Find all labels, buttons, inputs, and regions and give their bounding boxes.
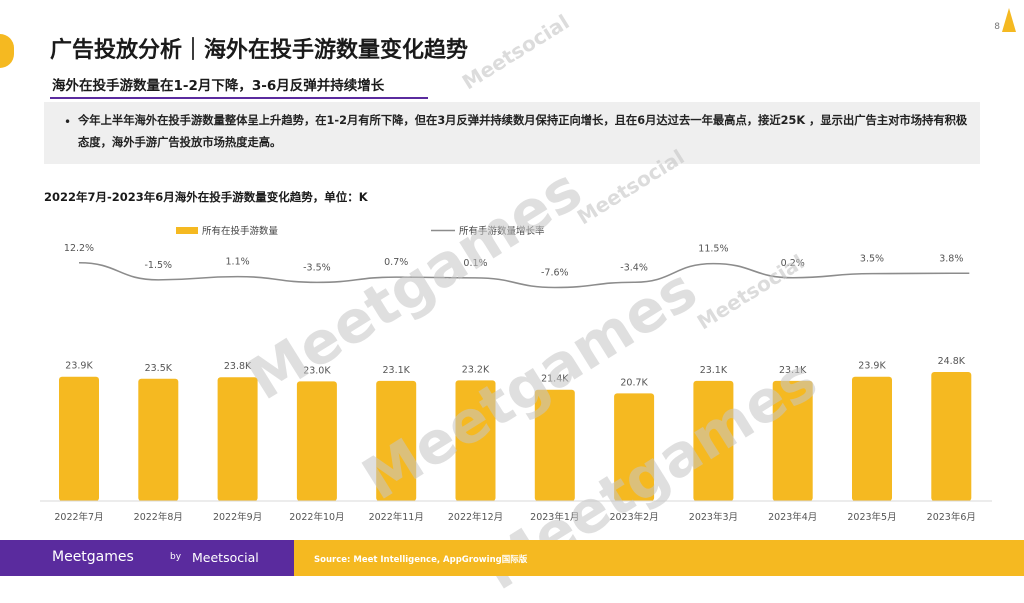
x-tick-label: 2022年10月 xyxy=(289,511,344,523)
bar-mark xyxy=(852,376,892,501)
summary-text: 今年上半年海外在投手游数量整体呈上升趋势，在1-2月有所下降，但在3月反弹并持续… xyxy=(78,114,968,149)
bar-value-label: 20.7K xyxy=(620,377,648,388)
page-number: 8 xyxy=(994,22,1000,32)
legend-label-bars: 所有在投手游数量 xyxy=(202,225,279,237)
bar-value-label: 23.9K xyxy=(858,361,886,372)
x-tick-label: 2022年9月 xyxy=(213,511,262,523)
bar-value-label: 21.4K xyxy=(541,374,569,385)
source-note: Source: Meet Intelligence, AppGrowing国际版 xyxy=(314,555,528,565)
bar-series: 23.9K 23.5K 23.8K 23.0K 23.1K 23.2K 21.4K 20.7K… xyxy=(59,356,972,501)
bar-mark xyxy=(376,380,417,501)
corner-logo-icon xyxy=(1002,8,1016,32)
growth-rate-label: 3.5% xyxy=(860,254,884,265)
growth-rate-label: -3.4% xyxy=(620,262,648,273)
x-tick-label: 2023年5月 xyxy=(847,511,896,523)
chart-legend: 所有在投手游数量 所有手游数量增长率 xyxy=(176,225,545,237)
section-subtitle: 海外在投手游数量在1-2月下降，3-6月反弹并持续增长 xyxy=(52,78,385,94)
bar-value-label: 23.1K xyxy=(779,365,807,376)
bar-mark xyxy=(217,377,258,501)
x-tick-label: 2023年2月 xyxy=(609,511,658,523)
x-tick-label: 2023年1月 xyxy=(530,511,579,523)
brand-by-text: by xyxy=(170,552,182,562)
bar-value-label: 23.1K xyxy=(383,365,411,376)
bar-value-label: 24.8K xyxy=(938,356,966,367)
bar-mark xyxy=(772,380,813,501)
bar-mark xyxy=(534,389,575,501)
page-title: 广告投放分析｜海外在投手游数量变化趋势 xyxy=(50,38,469,63)
bar-value-label: 23.1K xyxy=(700,365,728,376)
legend-bar-swatch xyxy=(176,227,198,234)
chart-heading: 2022年7月-2023年6月海外在投手游数量变化趋势，单位：K xyxy=(44,190,368,204)
x-tick-label: 2022年8月 xyxy=(134,511,183,523)
trend-chart: 所有在投手游数量 所有手游数量增长率 12.2% -1.5% 1.1% -3.5% 0.7… xyxy=(40,225,992,523)
growth-rate-label: 1.1% xyxy=(226,257,250,268)
summary-box: • 今年上半年海外在投手游数量整体呈上升趋势，在1-2月有所下降，但在3月反弹并… xyxy=(44,102,980,164)
bar-mark xyxy=(931,372,972,501)
bar-mark xyxy=(693,380,734,501)
x-tick-label: 2023年4月 xyxy=(768,511,817,523)
growth-rate-label: 0.1% xyxy=(463,258,487,269)
growth-rate-line: 12.2% -1.5% 1.1% -3.5% 0.7% 0.1% -7.6% -3.4% 11.… xyxy=(64,243,970,289)
x-tick-label: 2023年3月 xyxy=(689,511,738,523)
bar-mark xyxy=(138,378,179,501)
growth-rate-label: -1.5% xyxy=(145,260,173,271)
meetsocial-logo: Meetsocial xyxy=(192,550,259,565)
x-tick-label: 2023年6月 xyxy=(927,511,976,523)
meetgames-logo: Meetgames xyxy=(52,549,134,565)
bar-mark xyxy=(614,393,655,501)
footer-source-bar xyxy=(294,540,1024,576)
x-axis-labels: 2022年7月 2022年8月 2022年9月 2022年10月 2022年11月 202… xyxy=(54,511,976,523)
bar-value-label: 23.5K xyxy=(145,363,173,374)
growth-rate-label: 11.5% xyxy=(698,244,728,255)
growth-rate-label: 0.7% xyxy=(384,257,408,268)
growth-rate-label: 12.2% xyxy=(64,243,94,254)
bar-mark xyxy=(59,376,99,501)
bar-mark xyxy=(296,381,337,501)
bar-value-label: 23.2K xyxy=(462,364,490,375)
subtitle-underline xyxy=(50,97,428,99)
growth-rate-label: 3.8% xyxy=(939,253,963,264)
bar-mark xyxy=(455,380,496,501)
x-tick-label: 2022年7月 xyxy=(54,511,103,523)
bullet-icon: • xyxy=(64,115,72,129)
x-tick-label: 2022年11月 xyxy=(369,511,424,523)
bar-value-label: 23.0K xyxy=(303,365,331,376)
watermark: Meetsocial xyxy=(457,9,574,95)
growth-rate-label: -7.6% xyxy=(541,268,569,279)
bar-value-label: 23.9K xyxy=(65,361,93,372)
title-accent-bar xyxy=(0,34,14,68)
x-tick-label: 2022年12月 xyxy=(448,511,503,523)
bar-value-label: 23.8K xyxy=(224,361,252,372)
growth-rate-label: 0.2% xyxy=(781,258,805,269)
growth-rate-label: -3.5% xyxy=(303,262,331,273)
legend-label-line: 所有手游数量增长率 xyxy=(459,225,545,237)
growth-rate-path xyxy=(78,261,970,289)
